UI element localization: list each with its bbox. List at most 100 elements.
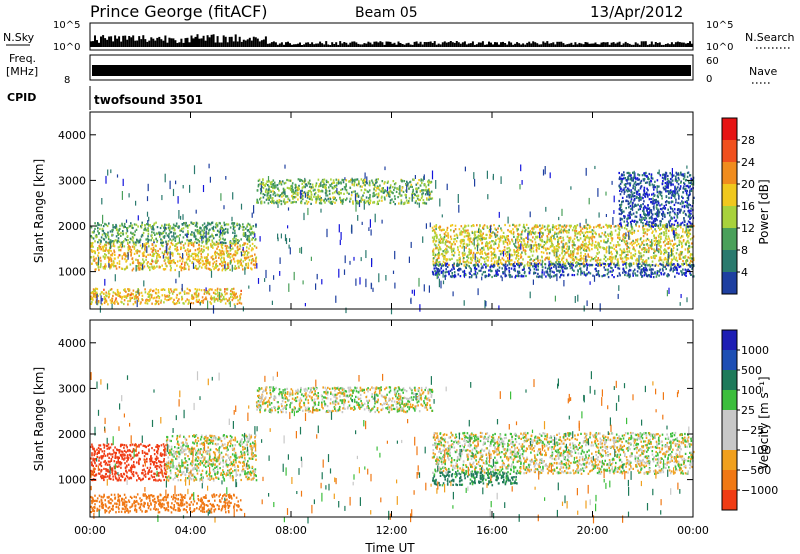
scatter-cell bbox=[490, 259, 493, 263]
scatter-cell bbox=[478, 238, 481, 241]
scatter-cell bbox=[92, 255, 95, 258]
scatter-cell bbox=[363, 191, 365, 194]
scatter-cell bbox=[116, 290, 119, 294]
scatter-cell bbox=[343, 192, 345, 195]
scatter-cell bbox=[474, 259, 477, 262]
scatter-cell bbox=[285, 201, 287, 204]
scatter-cell bbox=[151, 225, 154, 228]
scatter-cell bbox=[465, 261, 467, 264]
nsky-bar bbox=[204, 40, 207, 47]
scatter-cell bbox=[166, 234, 169, 237]
scatter-cell bbox=[673, 263, 675, 266]
scatter-cell bbox=[616, 251, 618, 254]
scatter-cell bbox=[532, 244, 535, 247]
scatter-cell bbox=[236, 295, 239, 298]
scatter-cell bbox=[470, 251, 472, 254]
scatter-cell bbox=[167, 295, 170, 298]
scatter-cell bbox=[572, 239, 574, 242]
scatter-cell bbox=[333, 196, 335, 199]
scatter-cell bbox=[553, 253, 556, 256]
scatter-cell bbox=[231, 242, 233, 245]
scatter-cell bbox=[626, 245, 628, 248]
scatter-cell bbox=[345, 184, 347, 187]
scatter-cell bbox=[663, 232, 666, 235]
scatter-cell bbox=[174, 268, 176, 272]
scatter-cell bbox=[584, 249, 586, 252]
scatter-cell bbox=[641, 248, 643, 251]
scatter-cell bbox=[190, 301, 192, 305]
nsky-bar bbox=[608, 44, 611, 47]
scatter-cell bbox=[304, 186, 306, 189]
scatter-cell bbox=[156, 232, 159, 235]
nsky-bar bbox=[648, 44, 651, 47]
scatter-cell bbox=[138, 261, 141, 264]
scatter-cell bbox=[207, 267, 210, 270]
scatter-cell bbox=[571, 262, 573, 265]
scatter-cell bbox=[202, 233, 205, 237]
scatter-cell bbox=[252, 232, 254, 235]
scatter-cell bbox=[436, 235, 438, 238]
scatter-cell bbox=[438, 261, 441, 264]
scatter-cell bbox=[205, 241, 208, 244]
scatter-cell bbox=[459, 260, 461, 263]
scatter-cell bbox=[518, 266, 521, 269]
scatter-cell bbox=[603, 274, 605, 277]
scatter-cell bbox=[436, 247, 439, 250]
scatter-cell bbox=[538, 262, 541, 265]
scatter-cell bbox=[294, 195, 297, 199]
nsky-bar bbox=[532, 41, 535, 47]
scatter-cell bbox=[682, 260, 684, 263]
scatter-cell bbox=[195, 293, 197, 296]
scatter-cell bbox=[511, 240, 514, 243]
scatter-cell bbox=[144, 244, 147, 247]
scatter-cell bbox=[151, 302, 153, 305]
scatter-cell bbox=[355, 194, 358, 197]
scatter-cell bbox=[603, 254, 606, 257]
scatter-cell bbox=[482, 225, 485, 228]
scatter-cell bbox=[555, 225, 557, 228]
scatter-cell bbox=[627, 253, 629, 256]
nsky-bar bbox=[554, 44, 557, 47]
scatter-cell bbox=[645, 259, 648, 262]
scatter-cell bbox=[601, 275, 603, 278]
scatter-cell bbox=[90, 242, 93, 245]
scatter-cell bbox=[651, 247, 653, 251]
scatter-cell bbox=[451, 253, 453, 256]
nsky-bar bbox=[246, 39, 249, 47]
scatter-cell bbox=[213, 229, 215, 232]
scatter-cell bbox=[101, 233, 104, 236]
scatter-cell bbox=[240, 238, 242, 241]
scatter-cell bbox=[360, 196, 363, 199]
scatter-cell bbox=[468, 249, 471, 252]
scatter-cell bbox=[662, 241, 665, 244]
scatter-cell bbox=[158, 297, 160, 300]
scatter-cell bbox=[231, 290, 234, 293]
scatter-cell bbox=[185, 224, 187, 227]
scatter-cell bbox=[569, 250, 572, 253]
scatter-cell bbox=[537, 259, 539, 262]
scatter-cell bbox=[150, 226, 153, 229]
scatter-cell bbox=[676, 225, 679, 228]
scatter-cell bbox=[458, 228, 461, 231]
scatter-cell bbox=[434, 232, 437, 235]
scatter-cell bbox=[467, 254, 469, 257]
scatter-cell bbox=[159, 235, 161, 238]
scatter-cell bbox=[493, 250, 496, 253]
scatter-cell bbox=[234, 265, 237, 268]
scatter-cell bbox=[557, 249, 559, 252]
scatter-cell bbox=[200, 244, 203, 248]
scatter-cell bbox=[349, 200, 351, 203]
scatter-cell bbox=[102, 229, 105, 233]
scatter-cell bbox=[109, 288, 112, 291]
scatter-cell bbox=[205, 246, 208, 249]
scatter-cell bbox=[104, 267, 106, 270]
scatter-cell bbox=[327, 197, 330, 200]
scatter-cell bbox=[611, 233, 613, 236]
nsky-bar bbox=[642, 41, 645, 47]
scatter-cell bbox=[209, 288, 212, 291]
scatter-cell bbox=[493, 224, 495, 227]
scatter-cell bbox=[437, 270, 439, 273]
scatter-cell bbox=[112, 301, 115, 304]
scatter-cell bbox=[100, 262, 102, 265]
scatter-cell bbox=[318, 201, 321, 204]
